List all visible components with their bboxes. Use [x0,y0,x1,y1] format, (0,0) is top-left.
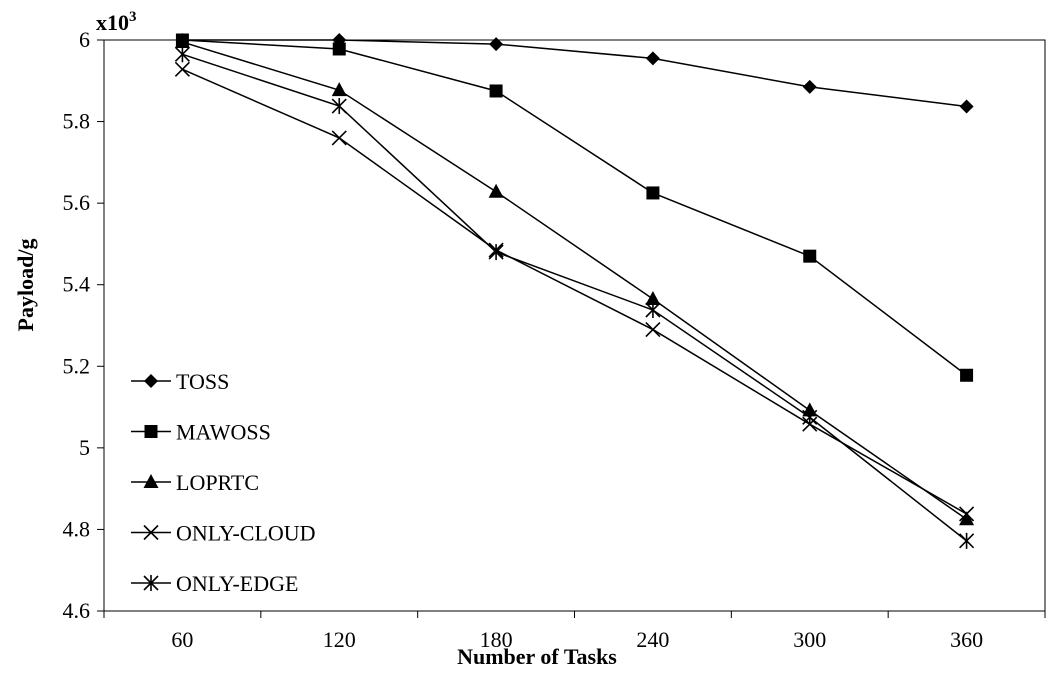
y-tick-label: 5.6 [63,190,91,215]
data-point-toss [489,37,504,52]
x-tick-label: 120 [323,627,356,652]
data-point-toss [959,99,974,114]
series-toss [175,33,974,114]
legend-marker [144,425,158,438]
data-point-only-cloud [331,130,347,146]
legend-label: TOSS [176,369,229,394]
series-line-only-cloud [182,68,967,515]
data-point-only-edge [959,532,975,549]
data-point-loprtc [174,34,190,49]
x-tick-label: 360 [950,627,983,652]
series-line-toss [182,39,967,108]
data-point-mawoss [332,42,346,56]
series-line-mawoss [182,39,968,376]
legend-marker [143,474,159,488]
series-line-loprtc [182,41,968,520]
y-tick-label: 5.2 [63,353,91,378]
x-tick-label: 60 [171,627,193,652]
x-tick-label: 180 [480,627,513,652]
y-multiplier-exponent: 3 [129,9,137,25]
data-point-only-edge [174,46,190,63]
data-point-loprtc [488,183,504,198]
y-tick-label: 4.8 [63,516,91,541]
data-point-loprtc [331,82,347,97]
series-layer [174,33,975,549]
data-point-loprtc [645,290,661,305]
y-multiplier-base: x10 [96,10,129,35]
y-tick-label: 5 [79,435,90,460]
legend-item-only-cloud: ONLY-CLOUD [131,521,316,546]
y-tick-label: 5.4 [63,272,91,297]
legend-label: LOPRTC [176,470,259,495]
data-point-only-cloud [645,322,661,338]
data-point-only-cloud [959,506,975,522]
legend-label: ONLY-EDGE [176,571,298,596]
legend-marker [143,575,159,591]
data-point-mawoss [960,368,974,382]
y-tick-label: 4.6 [63,598,91,623]
legend-marker [144,374,158,388]
data-point-only-cloud [174,61,190,77]
series-mawoss [175,33,974,382]
data-point-only-edge [645,302,661,319]
data-point-only-edge [331,98,347,115]
y-tick-label: 5.8 [63,109,91,134]
legend-marker [143,524,159,541]
x-tick-label: 240 [636,627,669,652]
legend-item-toss: TOSS [131,369,229,394]
data-point-mawoss [646,186,660,200]
x-axis-title: Number of Tasks [457,644,617,669]
x-tick-label: 300 [793,627,826,652]
y-axis-title: Payload/g [13,239,38,332]
ticks: 4.6 4.8 5 5.2 5.4 5.6 5.8 6 60 120 180 240 300 360 [63,27,1046,652]
data-point-only-edge [802,409,818,426]
y-tick-label: 6 [79,27,90,52]
series-only-edge [174,46,975,549]
y-multiplier: x103 [96,9,137,35]
series-line-only-edge [182,53,968,542]
data-point-mawoss [489,84,503,98]
legend-item-only-edge: ONLY-EDGE [131,571,298,596]
legend: TOSS MAWOSS LOPRTC ONLY-CLOUD ONLY-EDGE [131,369,316,596]
legend-item-mawoss: MAWOSS [131,420,271,445]
data-point-mawoss [803,249,817,263]
legend-label: MAWOSS [176,420,271,445]
data-point-loprtc [959,511,975,526]
data-point-toss [645,51,660,66]
legend-item-loprtc: LOPRTC [131,470,259,495]
legend-label: ONLY-CLOUD [176,521,316,546]
data-point-toss [802,79,817,94]
data-point-only-edge [488,244,504,261]
